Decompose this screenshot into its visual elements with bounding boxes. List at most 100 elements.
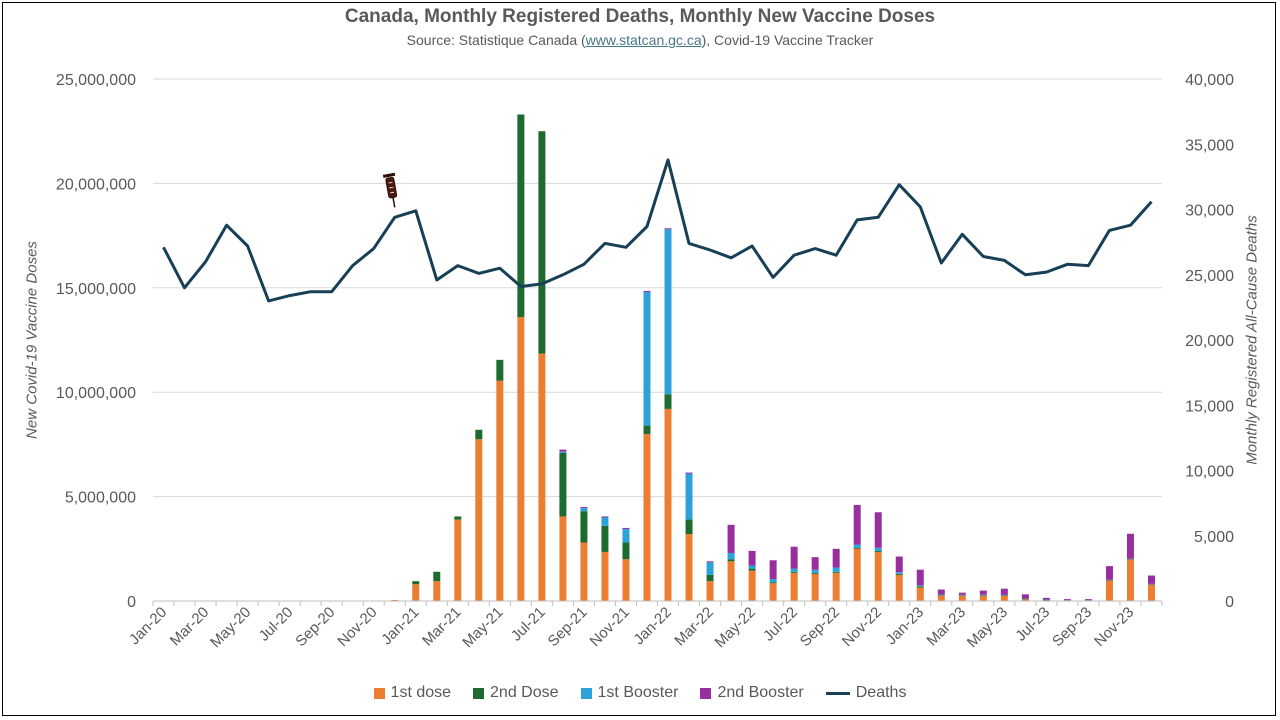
x-tick-label: Jul-22 [760,604,801,645]
bar-1st-booster [664,229,672,395]
bar-1st-booster [916,585,924,587]
bar-2nd-dose [601,525,609,552]
x-tick-label: Jan-22 [630,604,674,648]
right-tick-label: 5,000 [1194,529,1234,546]
bar-2nd-booster [916,569,924,586]
bar-1st-dose [1126,559,1134,601]
bar-2nd-dose [790,571,798,573]
bar-1st-dose [1000,595,1008,601]
right-tick-label: 20,000 [1185,333,1234,350]
bar-2nd-booster [958,592,966,595]
bar-2nd-dose [454,516,462,520]
bar-1st-booster [958,594,966,596]
bar-1st-booster [811,569,819,573]
bar-1st-dose [748,570,756,601]
bar-1st-dose [727,561,735,601]
legend-item-1st-dose: 1st dose [373,684,451,702]
x-tick-label: Jul-20 [256,604,297,645]
bar-2nd-booster [601,516,609,518]
bar-1st-dose [958,595,966,601]
bar-1st-booster [1105,579,1113,581]
bar-2nd-booster [874,512,882,548]
right-axis-ticks: 0 5,000 10,000 15,000 20,000 25,000 30,000 35,0… [1185,72,1234,611]
legend-label: Deaths [855,684,907,701]
bar-1st-dose [664,408,672,601]
right-tick-label: 10,000 [1185,464,1234,481]
bar-1st-booster [853,544,861,548]
legend-swatch [373,687,385,699]
bar-2nd-booster [685,472,693,474]
bar-2nd-booster [832,548,840,568]
x-tick-label: Jul-23 [1012,604,1053,645]
legend-item-deaths: Deaths [825,684,907,702]
gridlines [153,78,1162,498]
bar-2nd-dose [769,582,777,584]
left-axis-label: New Covid-19 Vaccine Doses [23,241,41,439]
x-tick-label: May-21 [459,604,506,651]
right-axis-label: Monthly Registered All-Cause Deaths [1243,215,1261,465]
bar-1st-dose [454,519,462,601]
dose-bars [391,114,1155,602]
left-axis-ticks: 0 5,000,000 10,000,000 15,000,000 20,000,000… [56,72,136,611]
bar-2nd-dose [643,425,651,434]
bar-1st-booster [979,594,987,596]
left-tick-label: 5,000,000 [65,490,136,507]
bar-2nd-booster [748,550,756,566]
bar-2nd-dose [433,571,441,582]
bar-1st-dose [874,551,882,601]
bar-1st-booster [1126,558,1134,560]
bar-1st-booster [601,517,609,526]
bar-1st-booster [685,473,693,520]
bar-1st-booster [1063,600,1071,601]
bar-2nd-dose [475,429,483,440]
x-tick-label: May-23 [964,604,1011,651]
bar-2nd-dose [559,452,567,517]
bar-1st-dose [811,573,819,601]
x-tick-label: Mar-22 [671,604,717,650]
syringe-plunger [382,172,396,178]
bar-2nd-dose [685,519,693,535]
bar-2nd-dose [874,550,882,552]
bar-1st-dose [790,572,798,601]
x-tick-label: Sep-21 [545,604,591,650]
bar-1st-dose [979,595,987,601]
bar-2nd-booster [790,546,798,569]
source-link[interactable]: www.statcan.gc.ca [585,32,702,48]
bar-2nd-dose [1000,595,1008,596]
bar-1st-dose [769,583,777,601]
bar-1st-dose [1021,598,1029,601]
bar-1st-booster [1084,600,1092,601]
legend-swatch [700,687,712,699]
syringe-mark [390,191,395,194]
bar-1st-booster [622,528,630,543]
syringe-annotation [382,172,398,208]
bar-1st-dose [1147,584,1155,601]
x-tick-label: Sep-20 [292,604,338,650]
bar-2nd-booster [853,504,861,545]
bar-1st-booster [937,594,945,596]
bar-2nd-booster [1042,597,1050,600]
bar-2nd-booster [937,589,945,595]
subtitle-prefix: Source: Statistique Canada ( [406,32,586,48]
bar-1st-dose [559,516,567,601]
bar-2nd-booster [727,524,735,553]
bar-2nd-dose [958,595,966,596]
subtitle-suffix: ), Covid-19 Vaccine Tracker [701,32,874,48]
bar-1st-booster [727,552,735,560]
chart-subtitle: Source: Statistique Canada (www.statcan.… [0,32,1280,48]
x-tick-label: Mar-23 [924,604,970,650]
legend-item-2nd-dose: 2nd Dose [473,684,559,702]
bar-2nd-dose [979,595,987,596]
bar-2nd-booster [643,290,651,292]
left-tick-label: 10,000,000 [56,385,136,402]
bar-2nd-booster [979,590,987,595]
bar-1st-dose [580,542,588,601]
bar-2nd-dose [727,559,735,562]
bar-1st-dose [937,595,945,601]
bar-1st-booster [580,508,588,512]
legend-swatch [825,691,850,695]
bar-1st-booster [1147,583,1155,585]
bar-1st-booster [1021,598,1029,599]
syringe-mark [388,181,393,184]
